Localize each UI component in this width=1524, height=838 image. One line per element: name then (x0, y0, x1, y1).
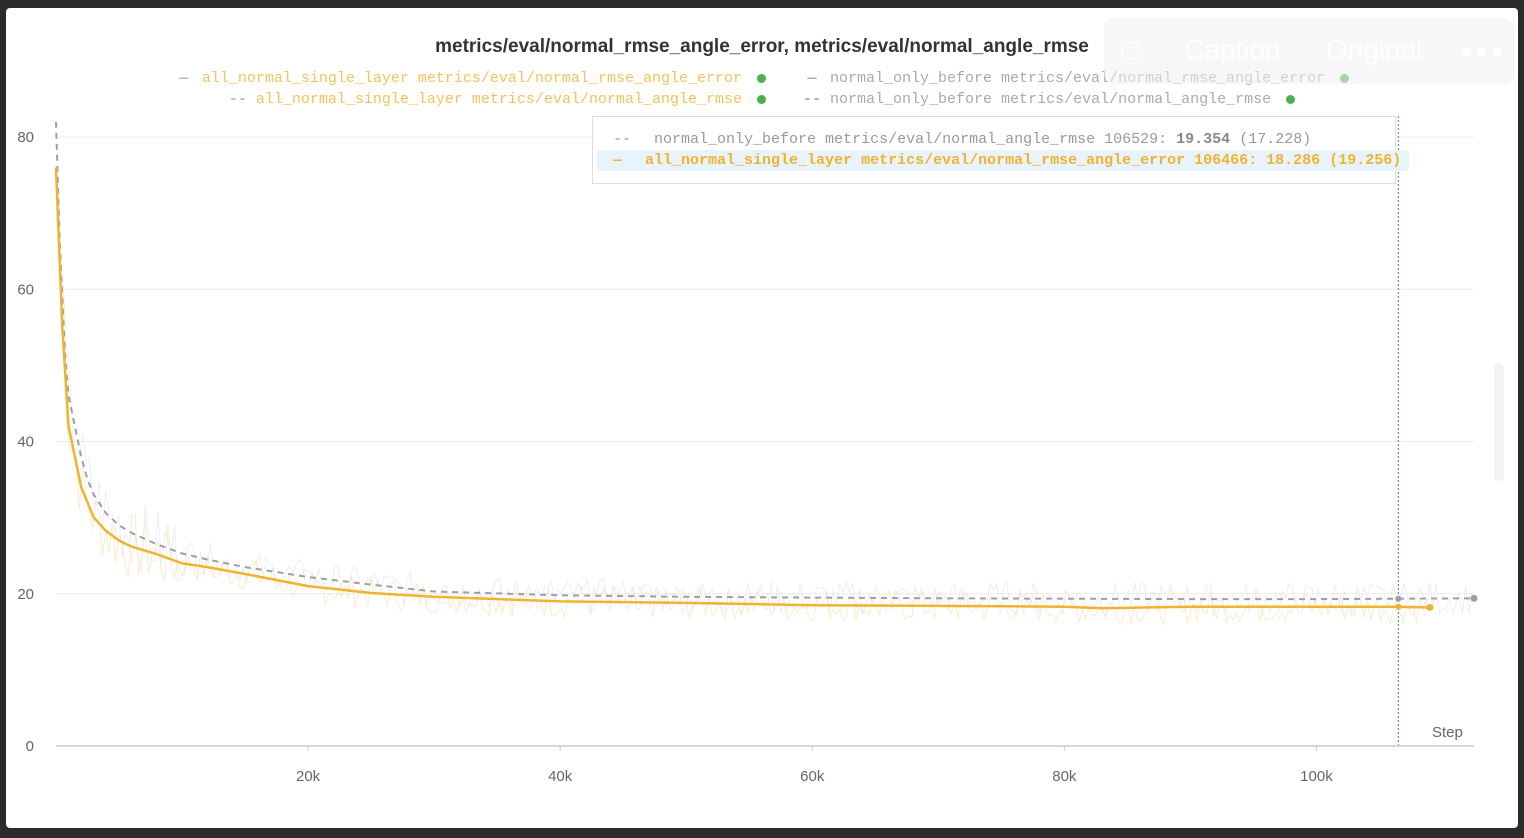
series-line-1 (55, 121, 1475, 601)
tooltip-series-name: normal_only_before metrics/eval/normal_a… (654, 131, 1096, 148)
legend-label: all_normal_single_layer metrics/eval/nor… (255, 91, 742, 108)
tooltip-value: 18.286 (1266, 152, 1321, 169)
comment-icon[interactable]: □ (1122, 34, 1139, 65)
status-dot-icon (1286, 94, 1296, 104)
chart-toolbar: □ Caption Original ●●● (1104, 18, 1514, 84)
y-tick-label: 40 (17, 434, 34, 451)
tooltip-symbol: — (613, 152, 623, 169)
legend-symbol: — (807, 70, 817, 87)
hover-marker-1 (1395, 595, 1402, 602)
legend-label: all_normal_single_layer metrics/eval/nor… (201, 70, 742, 87)
legend-item-orange-rmse-angle-error[interactable]: — all_normal_single_layer metrics/eval/n… (175, 70, 766, 87)
more-icon[interactable]: ●●● (1460, 38, 1506, 63)
tooltip-smoothed-value: (19.256) (1329, 152, 1402, 169)
tooltip-step: 106529: (1104, 131, 1168, 148)
raw-series-0 (59, 264, 1430, 626)
legend-symbol: — (179, 70, 189, 87)
hover-tooltip: -- normal_only_before metrics/eval/norma… (592, 116, 1410, 184)
legend-item-orange-angle-rmse[interactable]: -- all_normal_single_layer metrics/eval/… (229, 91, 766, 108)
tooltip-symbol: -- (613, 131, 632, 148)
legend-item-gray-angle-rmse[interactable]: -- normal_only_before metrics/eval/norma… (803, 91, 1296, 108)
series-endpoint-1 (1470, 594, 1478, 602)
raw-series-1 (59, 273, 1473, 617)
y-tick-label: 0 (26, 738, 34, 755)
legend-symbol: -- (803, 91, 822, 108)
x-tick-label: 100k (1300, 768, 1333, 785)
raw-data-noise (59, 264, 1473, 626)
x-tick-label: 20k (296, 768, 321, 785)
grid-lines (56, 136, 1474, 595)
caption-button[interactable]: Caption (1184, 34, 1281, 65)
tooltip-row-gray: -- normal_only_before metrics/eval/norma… (613, 131, 1311, 148)
legend-symbol: -- (228, 91, 247, 108)
tooltip-row-orange: — all_normal_single_layer metrics/eval/n… (597, 150, 1410, 171)
y-tick-label: 60 (17, 281, 34, 298)
hover-marker-0 (1395, 603, 1402, 610)
original-button[interactable]: Original (1326, 34, 1423, 65)
tooltip-value: 19.354 (1176, 131, 1231, 148)
scrollbar[interactable] (1494, 363, 1504, 481)
tooltip-step: 106466: (1194, 152, 1258, 169)
x-tick-label: 80k (1052, 768, 1077, 785)
x-tick-label: 40k (548, 768, 573, 785)
status-dot-icon (757, 94, 766, 104)
y-tick-label: 80 (17, 129, 34, 146)
legend-row-2: -- all_normal_single_layer metrics/eval/… (6, 91, 1518, 108)
tooltip-series-name: all_normal_single_layer metrics/eval/nor… (645, 152, 1186, 169)
status-dot-icon (756, 73, 766, 83)
x-tick-label: 60k (800, 768, 825, 785)
x-axis-label: Step (1432, 724, 1463, 741)
chart-panel: metrics/eval/normal_rmse_angle_error, me… (6, 8, 1518, 828)
chart-title: metrics/eval/normal_rmse_angle_error, me… (435, 36, 1089, 57)
y-tick-label: 20 (17, 586, 34, 603)
tooltip-smoothed-value: (17.228) (1239, 131, 1312, 148)
series-line-0 (54, 167, 1430, 610)
axes: 0 20 40 60 80 20k 40k 60k 80k 100k (17, 129, 1474, 785)
legend-label: normal_only_before metrics/eval/normal_a… (830, 91, 1272, 108)
series-endpoint-0 (1426, 603, 1434, 611)
series-lines (54, 116, 1478, 746)
